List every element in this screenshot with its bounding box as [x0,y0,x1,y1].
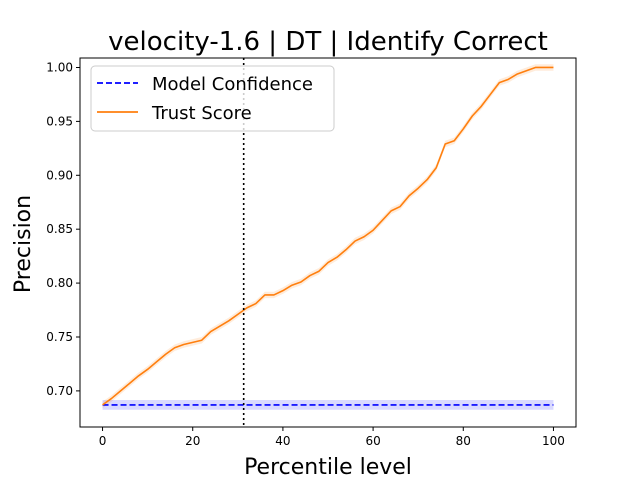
y-tick-label: 0.75 [46,330,73,344]
x-axis-label: Percentile level [244,455,412,480]
y-tick-label: 0.80 [46,276,73,290]
legend-frame [90,65,335,132]
series-line-trust-score [102,66,554,406]
x-tick-label: 80 [456,434,471,448]
x-tick-label: 60 [365,434,380,448]
y-tick-label: 0.90 [46,168,73,182]
x-tick-label: 0 [99,434,107,448]
x-tick-label: 40 [275,434,290,448]
axes: 0 20 40 60 80 100 0.70 0.75 0.80 0.85 0.90 0.95 1.00 [46,57,577,448]
x-tick-label: 20 [185,434,200,448]
legend: Model Confidence Trust Score [90,65,335,132]
chart-title: velocity-1.6 | DT | Identify Correct [108,27,548,57]
x-tick-label: 100 [542,434,565,448]
y-tick-label: 0.95 [46,114,73,128]
y-tick-label: 1.00 [46,60,73,74]
legend-label-trust-score: Trust Score [151,103,252,124]
y-axis-label: Precision [11,195,36,293]
axes-frame [79,57,577,428]
y-tick-label: 0.85 [46,222,73,236]
y-tick-label: 0.70 [46,384,73,398]
legend-label-model-confidence: Model Confidence [152,74,313,95]
